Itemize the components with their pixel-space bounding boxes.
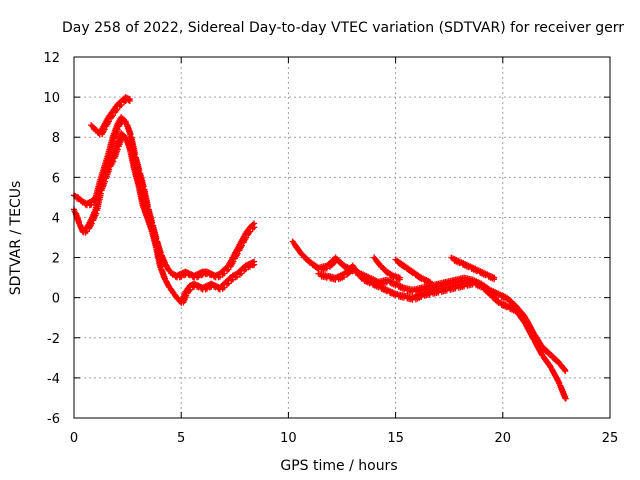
y-tick-label: 4	[52, 211, 60, 226]
y-tick-label: 2	[52, 252, 60, 267]
x-tick-label: 15	[387, 431, 404, 446]
y-axis-label: SDTVAR / TECUs	[8, 181, 24, 296]
data-point	[183, 292, 190, 299]
data-point	[114, 146, 121, 153]
data-point	[97, 190, 104, 197]
y-tick-label: -2	[47, 332, 60, 347]
data-point	[491, 274, 498, 281]
x-tick-label: 25	[602, 431, 619, 446]
data-point	[126, 96, 133, 103]
data-point	[426, 278, 433, 285]
data-point	[93, 210, 100, 217]
data-point	[396, 274, 403, 281]
plot-border	[73, 56, 611, 419]
data-point	[114, 126, 121, 133]
y-tick-label: -4	[47, 372, 60, 387]
y-tick-label: -6	[47, 412, 60, 427]
grid-lines	[74, 57, 610, 418]
x-tick-label: 5	[177, 431, 185, 446]
data-point	[562, 395, 569, 402]
x-tick-label: 20	[495, 431, 512, 446]
axis-ticks: 0 5 10 15 20 25 -6 -4 -2 0 2 4 6 8 10 12	[43, 51, 618, 446]
y-tick-label: 0	[52, 292, 60, 307]
data-point	[561, 366, 568, 373]
data-point	[106, 166, 113, 173]
data-point	[101, 178, 108, 185]
data-point	[251, 258, 258, 265]
chart-title: Day 258 of 2022, Sidereal Day-to-day VTE…	[62, 20, 624, 36]
data-point	[251, 220, 258, 227]
x-axis-label: GPS time / hours	[280, 458, 397, 474]
y-tick-label: 8	[52, 131, 60, 146]
x-tick-label: 10	[280, 431, 297, 446]
y-tick-label: 12	[43, 51, 60, 66]
x-tick-label: 0	[70, 431, 78, 446]
y-tick-label: 6	[52, 171, 60, 186]
y-tick-label: 10	[43, 91, 60, 106]
data-point	[561, 394, 568, 401]
data-points	[71, 94, 569, 402]
